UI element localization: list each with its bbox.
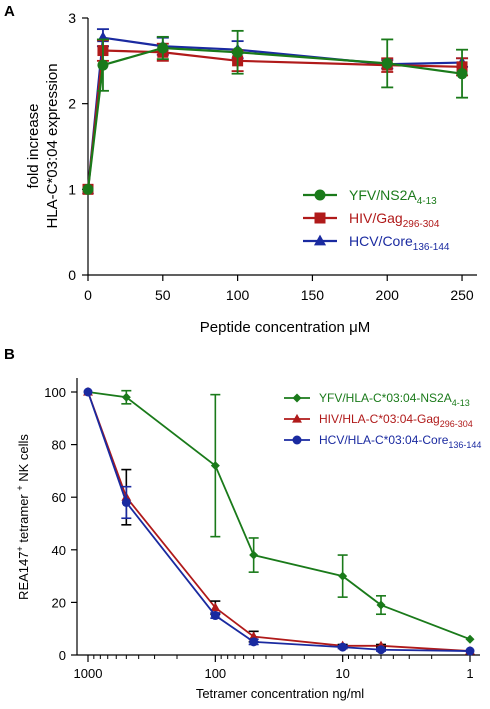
y-tick-label-b: 20 [52,595,66,610]
x-tick-label-a: 200 [376,287,400,303]
data-point-b [210,611,220,621]
y-tick-label-b: 60 [52,490,66,505]
x-tick-label-b: 1000 [74,666,103,681]
legend-label-a: YFV/NS2A4-13 [349,187,437,207]
legend-label-b: HIV/HLA-C*03:04-Gag296-304 [319,412,473,429]
x-tick-label-a: 0 [84,287,92,303]
y-tick-label-b: 40 [52,543,66,558]
y-tick-label-a: 2 [68,96,76,112]
series-b-circle [83,387,475,656]
y-axis-label-b: REA147+ tetramer + NK cells [15,434,31,600]
panel-letter-b: B [4,346,15,363]
series-line-b [87,391,471,641]
data-point-b [465,646,475,656]
y-tick-label-b: 80 [52,438,66,453]
legend-label-a: HCV/Core136-144 [349,233,450,253]
series-line-b [87,391,471,652]
data-point-a [97,59,109,71]
legend-label-b: HCV/HLA-C*03:04-Core136-144 [319,433,481,450]
data-point-a [232,46,244,58]
legend-label-a: HIV/Gag296-304 [349,210,440,230]
panel-a: fold increase HLA-C*03:04 expression Pep… [25,10,477,336]
data-point-b [249,637,259,647]
x-axis-label-a: Peptide concentration μM [200,319,370,336]
data-point-b [338,642,348,652]
legend-b: YFV/HLA-C*03:04-NS2A4-13 HIV/HLA-C*03:04-… [284,391,481,450]
data-point-b [465,634,475,644]
legend-marker-a [314,189,326,201]
legend-marker-a [313,234,327,246]
x-axis-label-b: Tetramer concentration ng/ml [196,686,364,701]
data-point-b [376,645,386,655]
series-line-a [86,46,463,190]
legend-label-b: YFV/HLA-C*03:04-NS2A4-13 [319,391,470,408]
y-axis-label-a-line1: fold increase [25,103,42,188]
data-point-b [83,387,93,397]
data-point-b [249,550,259,560]
y-tick-label-a: 3 [68,10,76,26]
data-point-b [210,461,220,471]
series-line-a [86,49,463,190]
panel-letter-a: A [4,3,15,20]
y-axis-label-a-line2: HLA-C*03:04 expression [44,63,61,228]
x-tick-label-b: 100 [204,666,226,681]
data-point-a [157,42,169,54]
legend-marker-b [292,435,302,445]
data-point-a [82,183,94,195]
x-tick-label-b: 10 [335,666,349,681]
data-point-b [338,571,348,581]
legend-marker-b [292,413,302,423]
data-point-b [121,392,131,402]
y-tick-label-b: 100 [44,385,66,400]
data-point-b [376,600,386,610]
legend-marker-a [314,212,326,224]
panel-b: REA147+ tetramer + NK cells Tetramer con… [15,378,481,701]
data-point-a [381,57,393,69]
x-tick-label-a: 100 [226,287,250,303]
y-tick-label-b: 0 [59,648,66,663]
x-tick-label-a: 150 [301,287,325,303]
y-tick-label-a: 0 [68,267,76,283]
data-point-b [248,631,259,641]
data-point-b [121,497,131,507]
x-tick-label-b: 1 [466,666,473,681]
x-tick-label-a: 250 [450,287,474,303]
data-point-a [456,68,468,80]
legend-marker-b [292,393,302,403]
y-tick-label-a: 1 [68,181,76,197]
series-a-circle [82,29,469,195]
data-point-b [210,602,221,612]
series-line-a [86,36,463,190]
legend-a: YFV/NS2A4-13 HIV/Gag296-304 HCV/Core136-14… [303,187,450,253]
x-tick-label-a: 50 [155,287,171,303]
